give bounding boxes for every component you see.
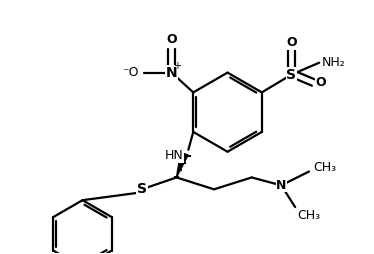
Text: NH₂: NH₂ (322, 56, 346, 69)
Text: S: S (137, 182, 147, 196)
Text: O: O (286, 36, 297, 50)
Text: +: + (174, 61, 181, 71)
Text: HN: HN (165, 149, 184, 162)
Text: O: O (316, 76, 327, 89)
Text: ⁻O: ⁻O (122, 66, 139, 79)
Text: S: S (286, 68, 297, 82)
Text: N: N (276, 179, 286, 192)
Text: N: N (166, 66, 177, 80)
Text: CH₃: CH₃ (297, 209, 320, 221)
Text: CH₃: CH₃ (313, 161, 336, 174)
Text: O: O (166, 34, 177, 46)
Polygon shape (177, 152, 188, 178)
